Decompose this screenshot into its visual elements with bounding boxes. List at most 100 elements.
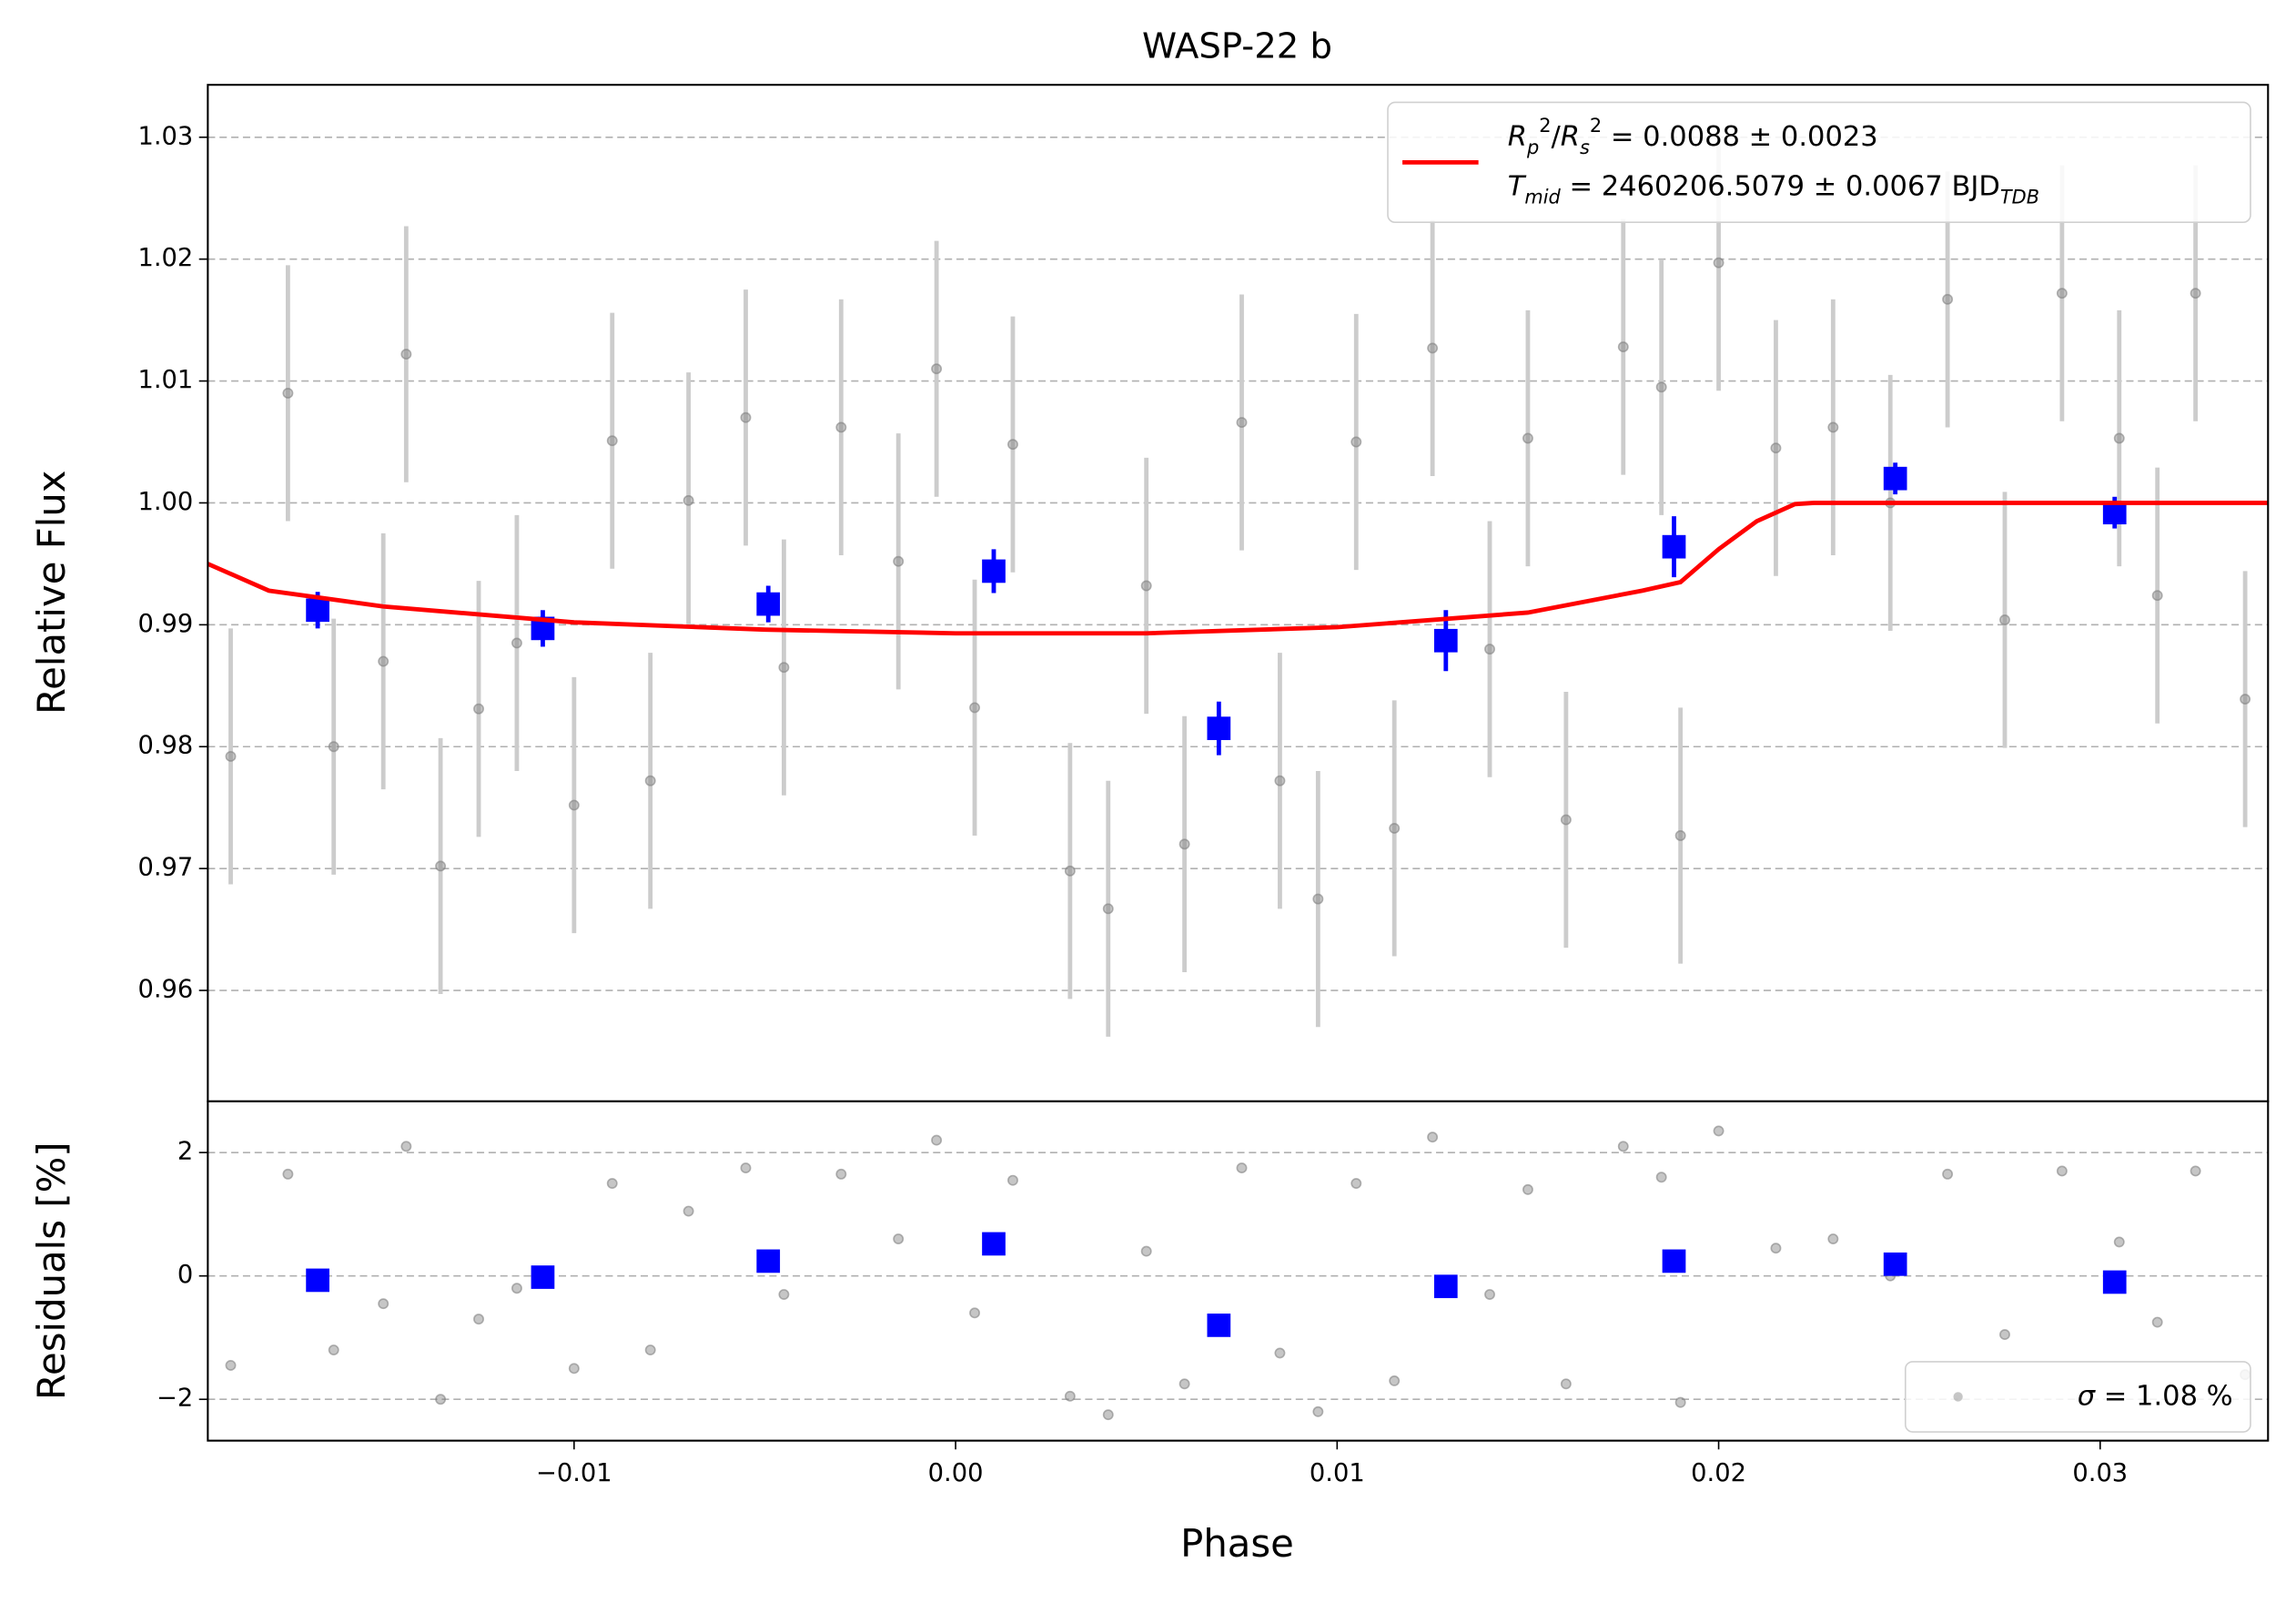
binned-point <box>306 598 329 623</box>
legend-label: Rp2/Rs2 = 0.0088 ± 0.0023 <box>1508 115 1878 158</box>
legend-text: 2 <box>1590 115 1602 137</box>
data-point <box>1484 644 1495 655</box>
legend-text: s <box>1580 137 1590 158</box>
y-axis-label: Relative Flux <box>29 470 74 715</box>
legend-text: σ <box>2078 1380 2097 1412</box>
data-point <box>1617 341 1629 353</box>
binned-point <box>982 559 1006 583</box>
data-point <box>511 637 522 649</box>
legend: Rp2/Rs2 = 0.0088 ± 0.0023 Tmid = 2460206.… <box>1387 101 2251 224</box>
y-tick-label: 1.01 <box>138 366 194 394</box>
data-point <box>644 1344 656 1355</box>
data-point <box>1389 823 1401 834</box>
data-point <box>835 1168 847 1180</box>
model-curve <box>207 501 2269 636</box>
legend-label: Tmid = 2460206.5079 ± 0.0067 BJDTDB <box>1508 170 2039 208</box>
plot-area <box>207 135 2269 1037</box>
y-tick-label: 0.97 <box>138 854 194 882</box>
data-point <box>1770 1243 1782 1254</box>
data-point <box>328 1344 339 1355</box>
data-point <box>1770 442 1782 454</box>
data-point <box>1522 432 1533 444</box>
data-point <box>378 1298 389 1310</box>
data-point <box>2056 1165 2068 1177</box>
binned-point <box>1883 1252 1907 1276</box>
legend-label: σ = 1.08 % <box>2078 1380 2233 1412</box>
data-point <box>1178 1378 1190 1390</box>
data-point <box>1674 830 1686 841</box>
data-point <box>378 655 389 667</box>
legend-swatch <box>1953 1392 1963 1402</box>
data-point <box>683 494 694 506</box>
x-axis-label: Phase <box>1180 1521 1294 1566</box>
data-point <box>1827 1233 1839 1244</box>
binned-point <box>306 1268 329 1293</box>
y-tick-label: −2 <box>157 1385 193 1413</box>
binned-point <box>531 1265 555 1289</box>
data-point <box>778 1289 790 1300</box>
y-tick-label: 1.03 <box>138 122 194 150</box>
data-point <box>328 741 339 753</box>
x-tick-label: 0.02 <box>1691 1459 1746 1487</box>
data-point <box>1560 1378 1572 1390</box>
binned-point <box>756 592 781 616</box>
legend-text: mid <box>1524 187 1561 208</box>
data-point <box>1178 838 1190 850</box>
legend-text: p <box>1526 137 1539 158</box>
data-point <box>740 411 752 423</box>
data-point <box>683 1205 694 1217</box>
data-point <box>2151 1316 2163 1328</box>
data-point <box>969 1307 980 1319</box>
binned-point <box>1207 1314 1231 1337</box>
data-point <box>644 775 656 786</box>
data-point <box>1274 775 1286 786</box>
legend-text: TDB <box>2000 187 2039 208</box>
legend-text: 2 <box>1539 115 1551 137</box>
chart-title: WASP-22 b <box>1142 26 1332 67</box>
binned-point <box>1883 466 1907 491</box>
data-point <box>1674 1396 1686 1408</box>
data-point <box>2190 288 2201 299</box>
binned-point <box>1207 716 1231 741</box>
y-tick-label: 0.99 <box>138 610 194 638</box>
data-point <box>282 1168 294 1180</box>
data-point <box>835 421 847 433</box>
binned-point <box>1433 628 1458 653</box>
data-point <box>568 799 580 811</box>
data-point <box>740 1162 752 1174</box>
data-point <box>2190 1165 2201 1177</box>
data-point <box>931 1134 943 1146</box>
data-point <box>1560 814 1572 826</box>
data-point <box>1274 1347 1286 1359</box>
data-point <box>1007 1174 1018 1186</box>
binned-point <box>756 1249 781 1273</box>
data-point <box>225 751 237 762</box>
legend: σ = 1.08 % <box>1904 1361 2251 1433</box>
data-point <box>893 555 905 567</box>
data-point <box>1064 865 1076 877</box>
data-point <box>1427 1131 1439 1143</box>
data-point <box>1102 1409 1114 1421</box>
data-point <box>893 1233 905 1244</box>
data-point <box>511 1283 522 1294</box>
data-point <box>931 363 943 375</box>
data-point <box>400 1141 412 1152</box>
data-point <box>435 1394 447 1405</box>
data-point <box>2113 1236 2125 1248</box>
data-point <box>473 703 484 715</box>
y-tick-label: 0.96 <box>138 976 194 1004</box>
legend-box <box>1387 101 2251 224</box>
binned-point <box>1433 1274 1458 1299</box>
data-point <box>1350 1178 1362 1189</box>
y-tick-label: 1.02 <box>138 244 194 272</box>
data-point <box>1713 257 1725 269</box>
data-point <box>1713 1125 1725 1137</box>
data-point <box>1655 381 1667 393</box>
legend-text: R <box>1561 121 1580 153</box>
binned-point <box>982 1232 1006 1256</box>
data-point <box>1484 1289 1495 1300</box>
legend-box <box>1904 1361 2251 1433</box>
data-point <box>1522 1183 1533 1195</box>
binned-point <box>1662 1249 1686 1273</box>
